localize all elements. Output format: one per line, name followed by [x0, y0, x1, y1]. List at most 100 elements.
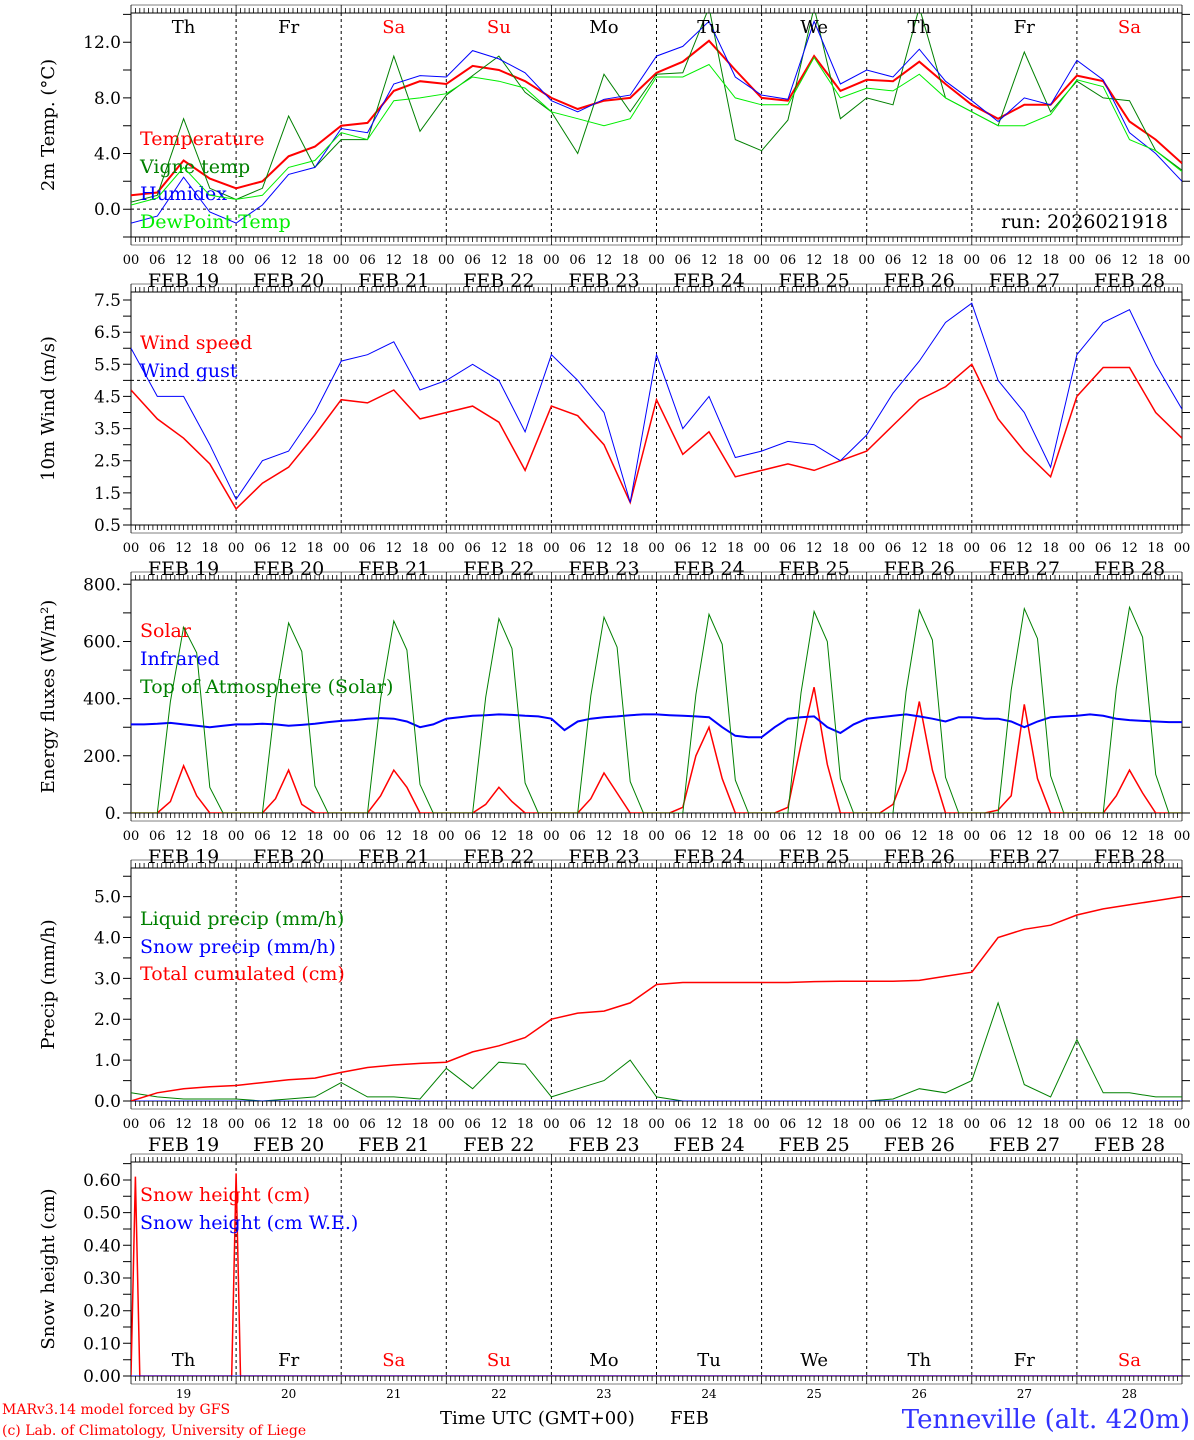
day-name-label: We — [800, 17, 828, 38]
hour-tick-label: 00 — [858, 541, 875, 556]
legend-entry: Liquid precip (mm/h) — [140, 908, 344, 930]
hour-tick-label: 06 — [569, 541, 586, 556]
hour-tick-label: 12 — [911, 253, 928, 268]
hour-tick-label: 06 — [254, 829, 271, 844]
y-tick-label: 0. — [105, 804, 121, 824]
day-name-label: We — [800, 1350, 828, 1371]
hour-tick-label: 00 — [1069, 1117, 1086, 1132]
hour-tick-label: 18 — [622, 253, 639, 268]
day-name-label: Th — [172, 1350, 196, 1371]
hour-tick-label: 18 — [832, 1117, 849, 1132]
y-tick-label: 1.5 — [94, 484, 121, 504]
hour-tick-label: 06 — [464, 253, 481, 268]
lab-credit: (c) Lab. of Climatology, University of L… — [2, 1423, 306, 1439]
day-number-label: 28 — [1122, 1387, 1137, 1401]
hour-tick-label: 06 — [780, 541, 797, 556]
hour-tick-label: 12 — [385, 253, 402, 268]
hour-tick-label: 18 — [727, 253, 744, 268]
date-label: FEB 26 — [884, 270, 955, 292]
hour-tick-label: 00 — [333, 1117, 350, 1132]
legend-entry: Snow height (cm) — [140, 1184, 310, 1206]
hour-tick-label: 00 — [1174, 829, 1191, 844]
hour-tick-label: 12 — [1016, 829, 1033, 844]
day-number-label: 26 — [912, 1387, 927, 1401]
y-axis-label: Precip (mm/h) — [38, 919, 59, 1049]
y-tick-label: 4.0 — [94, 928, 121, 948]
run-label: run: 2026021918 — [1001, 211, 1168, 233]
legend-entry: Infrared — [140, 648, 220, 670]
hour-tick-label: 18 — [622, 829, 639, 844]
hour-tick-label: 12 — [175, 253, 192, 268]
legend-entry: Temperature — [140, 128, 264, 150]
hour-tick-label: 12 — [911, 1117, 928, 1132]
hour-tick-label: 00 — [964, 253, 981, 268]
hour-tick-label: 18 — [937, 829, 954, 844]
hour-tick-label: 18 — [517, 829, 534, 844]
legend-entry: Wind speed — [140, 332, 252, 354]
hour-tick-label: 00 — [123, 253, 140, 268]
hour-tick-label: 00 — [858, 1117, 875, 1132]
day-name-label: Fr — [1014, 17, 1035, 38]
series-line-solar — [131, 687, 1182, 813]
day-name-label: Tu — [697, 17, 721, 38]
series-line-snow-height-cm- — [131, 1173, 1182, 1376]
legend-entry: DewPoint Temp — [140, 211, 291, 233]
hour-tick-label: 12 — [806, 829, 823, 844]
hour-tick-label: 06 — [149, 829, 166, 844]
hour-tick-label: 12 — [491, 253, 508, 268]
y-tick-label: 0.60 — [83, 1171, 121, 1191]
y-tick-label: 6.5 — [94, 323, 121, 343]
date-label: FEB 24 — [673, 846, 744, 868]
hour-tick-label: 12 — [175, 1117, 192, 1132]
hour-tick-label: 00 — [1174, 1117, 1191, 1132]
y-tick-label: 0.00 — [83, 1367, 121, 1387]
hour-tick-label: 00 — [123, 541, 140, 556]
hour-tick-label: 18 — [727, 1117, 744, 1132]
day-name-label: Th — [907, 1350, 931, 1371]
hour-tick-label: 12 — [701, 253, 718, 268]
hour-tick-label: 06 — [569, 1117, 586, 1132]
hour-tick-label: 00 — [1069, 541, 1086, 556]
date-label: FEB 28 — [1094, 270, 1165, 292]
hour-tick-label: 12 — [701, 1117, 718, 1132]
hour-tick-label: 12 — [1016, 1117, 1033, 1132]
date-label: FEB 21 — [358, 846, 429, 868]
hour-tick-label: 00 — [1069, 829, 1086, 844]
date-label: FEB 28 — [1094, 558, 1165, 580]
y-axis-label: Snow height (cm) — [38, 1188, 59, 1349]
series-line-liquid-precip-mm-h- — [131, 1001, 1182, 1101]
hour-tick-label: 18 — [517, 541, 534, 556]
y-tick-label: 5.0 — [94, 888, 121, 908]
y-tick-label: 2.0 — [94, 1010, 121, 1030]
hour-tick-label: 00 — [964, 829, 981, 844]
hour-tick-label: 18 — [307, 541, 324, 556]
hour-tick-label: 18 — [307, 829, 324, 844]
panel-3: 0. 200. 400. 600. 800. Energy fluxes (W/m²) So… — [38, 571, 1191, 868]
y-axis-label: Energy fluxes (W/m²) — [38, 600, 59, 794]
hour-tick-label: 00 — [648, 541, 665, 556]
hour-tick-label: 12 — [911, 541, 928, 556]
hour-tick-label: 18 — [202, 541, 219, 556]
hour-tick-label: 00 — [438, 541, 455, 556]
hour-tick-label: 00 — [543, 541, 560, 556]
hour-tick-label: 06 — [254, 253, 271, 268]
hour-tick-label: 18 — [1147, 829, 1164, 844]
hour-tick-label: 00 — [543, 829, 560, 844]
day-name-label: Mo — [589, 1350, 618, 1371]
hour-tick-label: 00 — [753, 541, 770, 556]
date-label: FEB 23 — [568, 846, 639, 868]
hour-tick-label: 12 — [596, 829, 613, 844]
day-name-label: Fr — [278, 1350, 299, 1371]
hour-tick-label: 12 — [385, 541, 402, 556]
hour-tick-label: 06 — [569, 253, 586, 268]
date-label: FEB 27 — [989, 1134, 1060, 1156]
hour-tick-label: 06 — [359, 1117, 376, 1132]
hour-tick-label: 18 — [517, 253, 534, 268]
hour-tick-label: 18 — [937, 253, 954, 268]
hour-tick-label: 06 — [1095, 829, 1112, 844]
hour-tick-label: 18 — [832, 253, 849, 268]
legend-entry: Solar — [140, 620, 192, 642]
date-label: FEB 25 — [779, 846, 850, 868]
date-label: FEB 23 — [568, 270, 639, 292]
date-label: FEB 20 — [253, 846, 324, 868]
